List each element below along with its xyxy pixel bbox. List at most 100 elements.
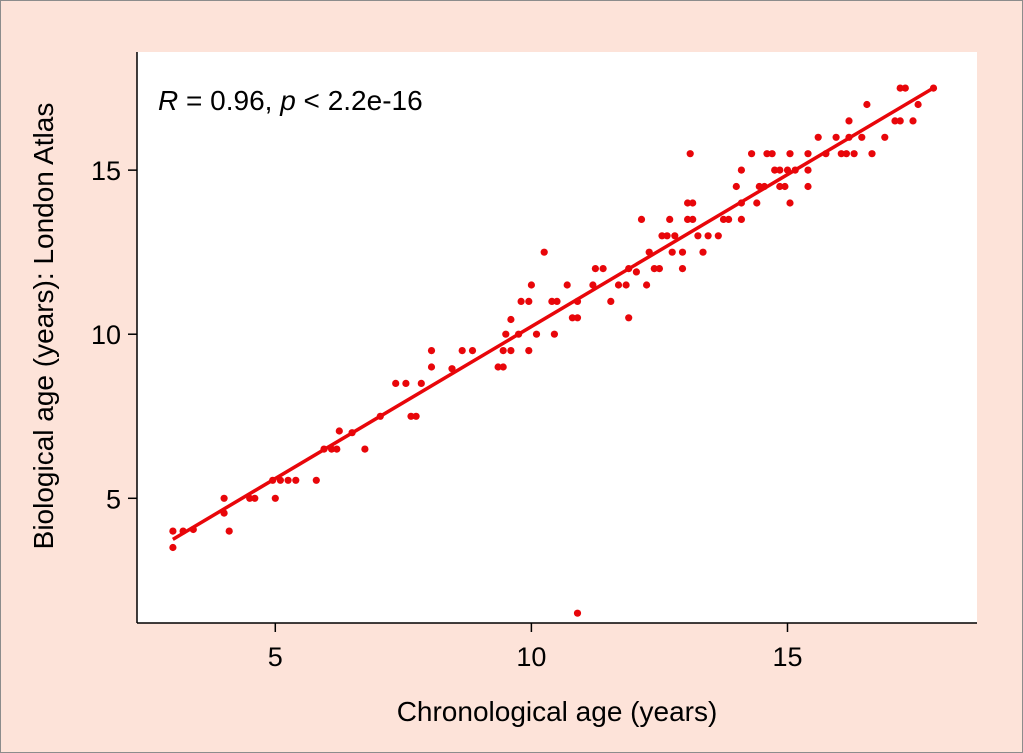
data-point [804,182,812,191]
data-point [732,182,740,191]
data-point [901,84,909,92]
data-point [507,315,515,324]
data-point [502,330,510,338]
data-point [499,363,507,371]
data-point [786,199,794,207]
data-point [599,265,607,273]
data-point [468,347,477,355]
x-axis-title: Chronological age (years) [397,696,718,727]
data-point [655,265,664,273]
data-point [868,150,876,158]
data-point [532,330,541,338]
data-point [614,281,623,289]
data-point [737,166,746,174]
data-point [591,265,600,273]
data-point [392,379,400,387]
data-point [786,150,794,158]
data-point [643,281,651,289]
p-value-text: < 2.2e-16 [296,85,423,116]
x-tick-label: 5 [268,642,283,672]
data-point [689,215,697,223]
data-point [448,365,456,373]
data-point [771,166,779,174]
data-point [507,347,515,355]
data-point [607,297,615,305]
x-tick-label: 10 [516,642,546,672]
data-point [402,379,410,387]
data-point [909,117,917,125]
data-point [632,268,641,276]
data-point [837,150,845,158]
data-point [832,133,840,141]
data-point [914,100,922,109]
data-point [684,215,692,223]
data-point [763,150,771,158]
data-point [671,232,679,240]
data-point [896,117,904,125]
p-symbol: p [279,85,296,116]
data-point [589,281,597,289]
data-point [333,445,341,453]
data-point [658,232,666,240]
regression-line [171,84,937,541]
data-point [407,412,415,420]
data-point [668,248,676,256]
data-point [845,117,853,125]
data-point [525,297,533,305]
y-tick-label: 15 [91,156,121,186]
data-point [550,330,559,338]
data-point [637,215,646,223]
data-point [858,133,866,141]
data-point [663,232,671,240]
data-point [427,347,436,355]
data-point [814,133,822,141]
data-point [714,232,722,240]
data-point [494,363,502,371]
data-point [719,215,728,223]
data-point [169,543,177,552]
data-point [361,445,369,453]
data-point [689,199,697,207]
data-point [499,347,507,355]
data-point [573,314,582,322]
data-point [699,248,707,256]
data-point [292,476,300,484]
data-point [781,182,789,191]
data-point [678,265,687,273]
correlation-annotation: R = 0.96, p < 2.2e-16 [158,85,423,116]
data-point [412,412,420,420]
data-point [271,494,279,502]
r-value-text: = 0.96, [178,85,280,116]
data-point [427,363,436,371]
data-point [548,297,556,305]
data-point [896,84,904,92]
r-symbol: R [158,85,178,116]
data-point [684,199,692,207]
data-point [686,150,694,158]
y-tick-label: 5 [106,484,121,514]
data-point [169,527,177,535]
data-point [540,248,548,256]
x-axis-ticks: 5 10 15 [268,623,803,672]
data-point [776,166,784,174]
data-point [312,476,320,484]
data-point [553,297,561,305]
data-point [737,215,746,223]
data-point [622,281,630,289]
data-point [704,232,712,240]
data-point [650,265,658,273]
data-point [891,117,899,125]
y-axis-ticks: 5 10 15 [91,156,137,514]
data-point [525,347,533,355]
data-point [220,494,228,502]
data-point [863,100,871,109]
data-point [417,379,425,387]
y-tick-label: 10 [91,320,121,350]
data-point [517,297,525,305]
data-point [725,215,733,223]
data-point [804,150,812,158]
data-point [284,476,292,484]
data-point [748,150,756,158]
